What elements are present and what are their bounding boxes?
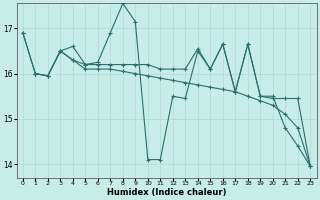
X-axis label: Humidex (Indice chaleur): Humidex (Indice chaleur) bbox=[107, 188, 226, 197]
